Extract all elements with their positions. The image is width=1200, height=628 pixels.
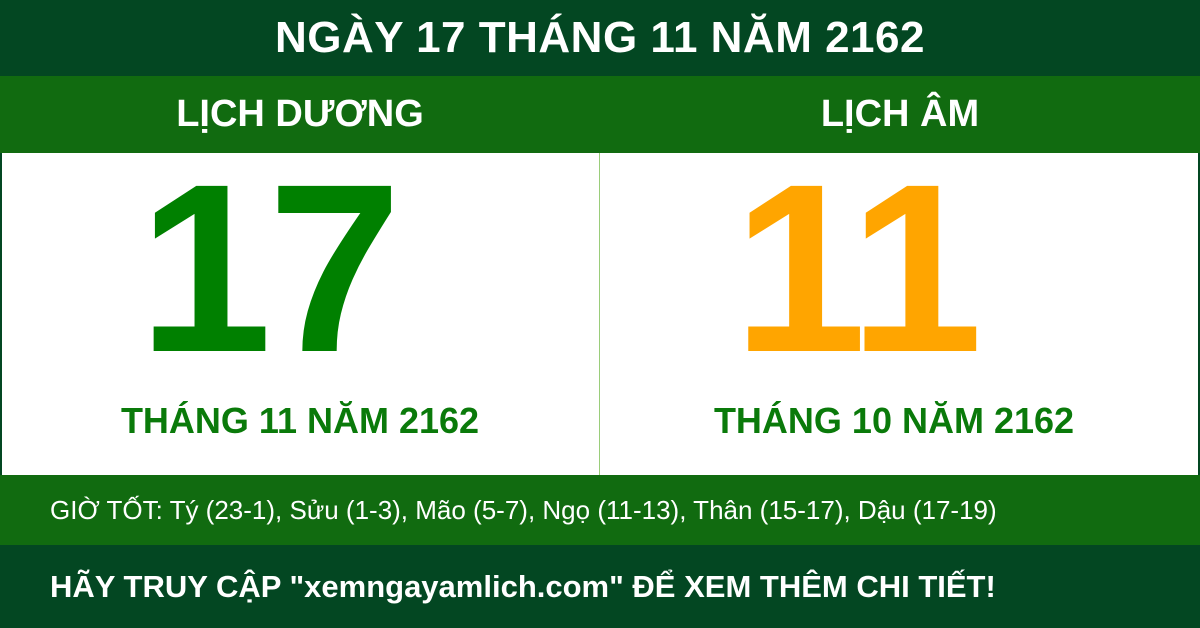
solar-month-year: THÁNG 11 NĂM 2162	[120, 400, 480, 441]
date-panel	[2, 153, 1198, 475]
solar-day: 17	[138, 134, 402, 402]
calendar-labels: LỊCH DƯƠNG LỊCH ÂM	[0, 76, 1200, 153]
solar-calendar-label: LỊCH DƯƠNG	[176, 93, 424, 135]
lunar-day: 11	[733, 134, 983, 402]
good-hours: GIỜ TỐT: Tý (23-1), Sửu (1-3), Mão (5-7)…	[0, 475, 1200, 545]
footer-call-to-action: HÃY TRUY CẬP "xemngayamlich.com" ĐỂ XEM …	[0, 545, 1200, 628]
divider	[599, 153, 600, 475]
lunar-calendar-label: LỊCH ÂM	[820, 93, 980, 135]
lunar-month-year: THÁNG 10 NĂM 2162	[713, 400, 1075, 441]
page-title: NGÀY 17 THÁNG 11 NĂM 2162	[0, 0, 1200, 76]
